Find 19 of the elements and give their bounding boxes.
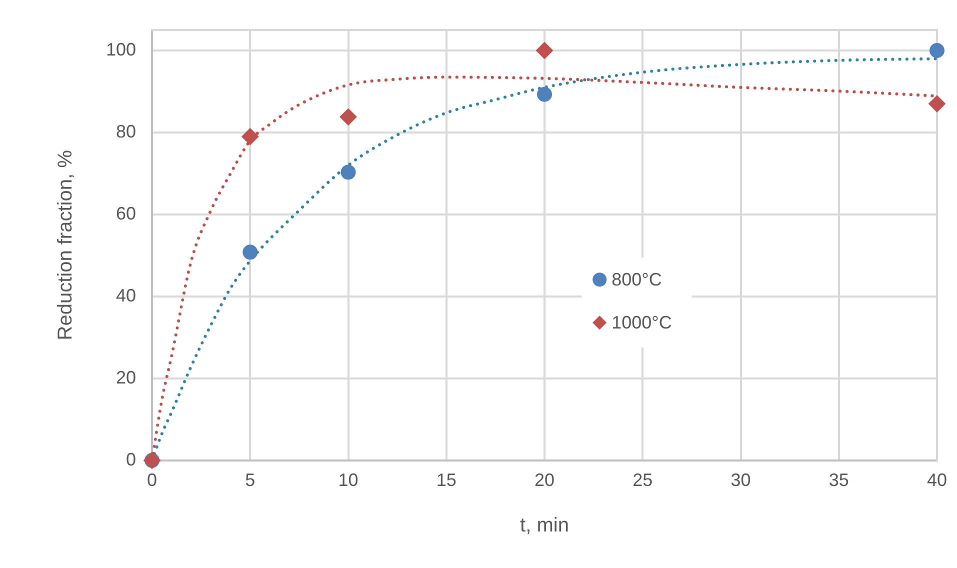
x-axis-title: t, min [520, 514, 569, 537]
legend-label: 800°C [612, 270, 662, 290]
x-tick-label: 0 [147, 470, 158, 490]
legend-label: 1000°C [612, 312, 672, 333]
x-tick-label: 35 [828, 470, 849, 490]
x-tick-label: 40 [926, 470, 948, 490]
x-tick-label: 30 [730, 470, 751, 490]
y-tick-label: 60 [116, 203, 136, 224]
y-tick-label: 20 [116, 367, 136, 388]
x-tick-label: 10 [338, 470, 358, 490]
y-tick-label: 80 [116, 121, 136, 142]
x-tick-label: 20 [534, 470, 555, 490]
x-tick-label: 5 [245, 470, 256, 490]
y-tick-label: 100 [106, 39, 136, 60]
y-tick-label: 0 [126, 449, 136, 470]
y-tick-label: 40 [116, 285, 136, 306]
x-tick-label: 15 [436, 470, 456, 490]
y-axis-title: Reduction fraction, % [54, 150, 77, 340]
x-tick-label: 25 [632, 470, 653, 490]
